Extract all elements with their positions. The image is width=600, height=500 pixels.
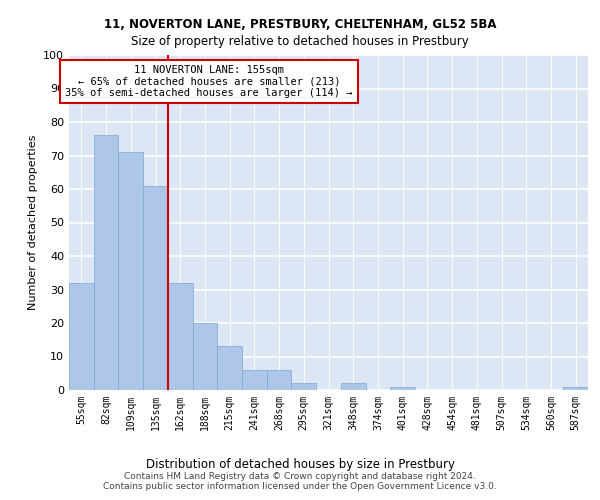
Bar bbox=[193, 323, 217, 390]
Bar bbox=[168, 283, 193, 390]
Bar bbox=[94, 136, 118, 390]
Text: Contains HM Land Registry data © Crown copyright and database right 2024.: Contains HM Land Registry data © Crown c… bbox=[124, 472, 476, 481]
Bar bbox=[563, 386, 588, 390]
Bar bbox=[242, 370, 267, 390]
Bar bbox=[69, 283, 94, 390]
Bar bbox=[341, 384, 365, 390]
Bar bbox=[118, 152, 143, 390]
Text: 11, NOVERTON LANE, PRESTBURY, CHELTENHAM, GL52 5BA: 11, NOVERTON LANE, PRESTBURY, CHELTENHAM… bbox=[104, 18, 496, 30]
Text: Size of property relative to detached houses in Prestbury: Size of property relative to detached ho… bbox=[131, 35, 469, 48]
Bar bbox=[390, 386, 415, 390]
Text: Distribution of detached houses by size in Prestbury: Distribution of detached houses by size … bbox=[146, 458, 455, 471]
Text: Contains public sector information licensed under the Open Government Licence v3: Contains public sector information licen… bbox=[103, 482, 497, 491]
Y-axis label: Number of detached properties: Number of detached properties bbox=[28, 135, 38, 310]
Bar bbox=[143, 186, 168, 390]
Bar bbox=[267, 370, 292, 390]
Text: 11 NOVERTON LANE: 155sqm
← 65% of detached houses are smaller (213)
35% of semi-: 11 NOVERTON LANE: 155sqm ← 65% of detach… bbox=[65, 65, 353, 98]
Bar bbox=[292, 384, 316, 390]
Bar bbox=[217, 346, 242, 390]
